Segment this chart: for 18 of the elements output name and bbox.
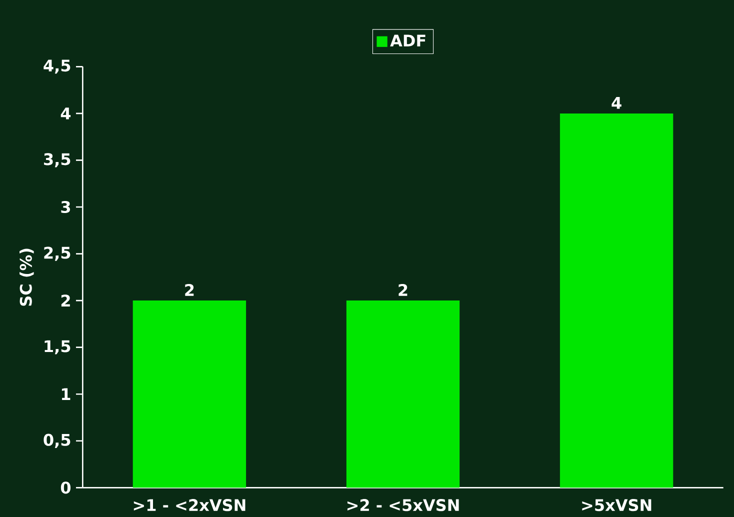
x-tick-label: >5xVSN — [582, 499, 652, 512]
y-axis-title: SC (%) — [20, 248, 34, 306]
y-tick-label: 4 — [60, 108, 71, 120]
y-tick-label: 1 — [62, 388, 70, 400]
y-tick-label: 0,5 — [44, 434, 70, 448]
y-tick-label: 2,5 — [44, 246, 70, 261]
legend-label: ADF — [390, 34, 426, 46]
y-tick-label: 4,5 — [44, 60, 70, 74]
y-tick-label: 1,5 — [44, 340, 70, 354]
data-label: 4 — [612, 97, 622, 109]
y-tick-label: 3 — [61, 200, 70, 214]
x-tick-label: >2 - <5xVSN — [347, 499, 459, 512]
y-tick-label: 0 — [60, 482, 71, 494]
x-tick-label: >1 - <2xVSN — [134, 499, 246, 512]
y-tick-label: 2 — [61, 294, 70, 306]
y-tick-label: 3,5 — [44, 153, 70, 168]
data-label: 2 — [185, 284, 194, 296]
data-label: 2 — [398, 284, 408, 296]
